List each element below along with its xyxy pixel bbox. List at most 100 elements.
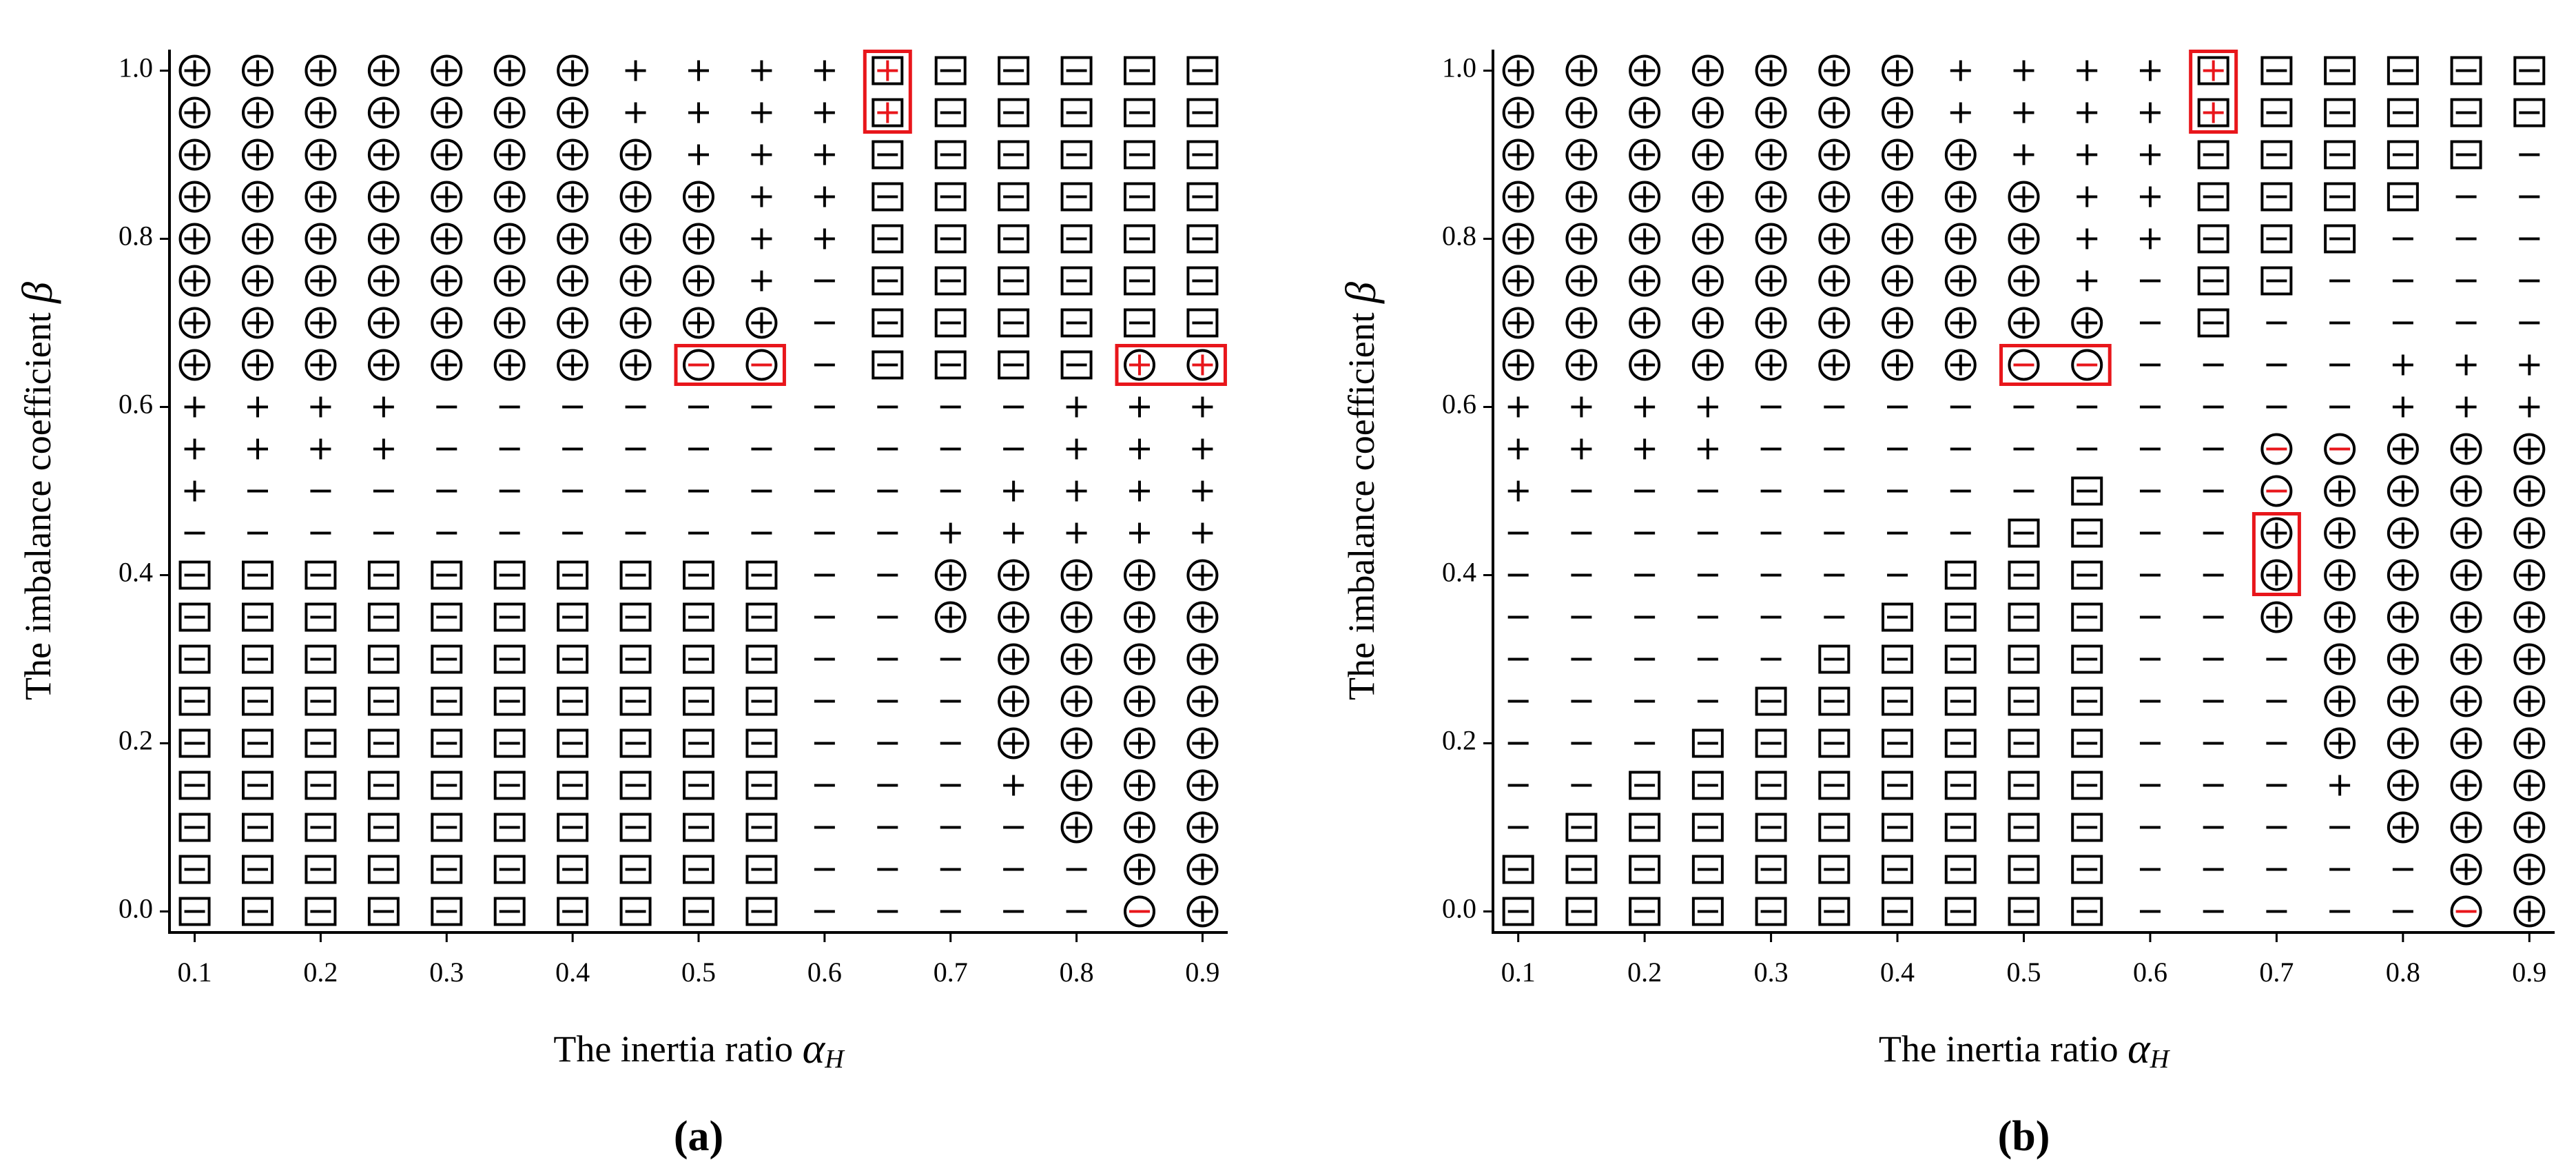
circle: [2513, 601, 2546, 633]
circle: [1629, 181, 1661, 213]
cell-symbol: [1691, 223, 1724, 255]
cell-symbol: [2008, 518, 2040, 548]
box: [872, 98, 904, 127]
circle: [1944, 181, 1977, 213]
cell-symbol: [2392, 354, 2413, 376]
box: [1186, 308, 1219, 338]
cell-symbol: [242, 223, 274, 255]
box: [178, 644, 211, 674]
circle: [1882, 54, 1914, 87]
cell-symbol: [2513, 56, 2546, 85]
cell-symbol: [247, 438, 268, 460]
box: [1882, 855, 1914, 884]
box: [367, 855, 400, 884]
cell-symbol: [2139, 102, 2161, 123]
cell-symbol: [1502, 223, 1534, 255]
cell-symbol: [751, 186, 772, 207]
cell-symbol: [934, 140, 967, 170]
box: [1565, 897, 1598, 926]
circle: [178, 96, 211, 129]
circle: [2513, 685, 2546, 717]
circle: [1565, 223, 1598, 255]
cell-symbol: [1124, 224, 1155, 254]
box: [1882, 686, 1914, 716]
cell-symbol: [1944, 602, 1977, 632]
cell-symbol: [1818, 96, 1851, 129]
circle: [1060, 643, 1093, 675]
cell-symbol: [2013, 102, 2034, 123]
cell-symbol: [1565, 96, 1598, 129]
box: [2071, 771, 2103, 800]
box: [493, 728, 526, 758]
box: [1882, 602, 1914, 632]
cell-symbol: [1186, 224, 1219, 254]
cell-symbol: [2455, 354, 2477, 376]
box: [2197, 308, 2229, 338]
cell-symbol: [745, 307, 778, 339]
cell-symbol: [493, 855, 526, 884]
box: [1882, 813, 1914, 842]
cell-symbol: [1818, 181, 1851, 213]
cell-symbol: [1124, 811, 1155, 844]
circle: [1629, 96, 1661, 129]
cell-symbol: [2387, 685, 2419, 717]
box: [1944, 855, 1977, 884]
cell-symbol: [305, 349, 337, 381]
cell-symbol: [1944, 771, 1977, 800]
cell-symbol: [2519, 396, 2540, 418]
cell-symbol: [493, 349, 526, 381]
cell-symbol: [619, 349, 652, 381]
cell-symbol: [934, 182, 967, 212]
circle: [2513, 727, 2546, 759]
circle: [1691, 181, 1724, 213]
box: [367, 728, 400, 758]
cell-symbol: [2013, 144, 2034, 165]
cell-symbol: [619, 307, 652, 339]
circle: [2450, 769, 2482, 802]
circle: [1502, 265, 1534, 297]
cell-symbol: [242, 560, 274, 590]
circle: [619, 181, 652, 213]
cell-symbol: [1060, 727, 1093, 759]
cell-symbol: [1571, 438, 1592, 460]
cell-symbol: [1818, 813, 1851, 842]
cell-symbol: [745, 644, 778, 674]
cell-symbol: [1060, 685, 1093, 717]
x-axis-label-symbol: α: [803, 1026, 826, 1072]
cell-symbol: [683, 644, 714, 674]
box: [1060, 224, 1093, 254]
circle: [493, 181, 526, 213]
cell-symbol: [2513, 559, 2546, 591]
x-tick-label: 0.2: [1627, 957, 1662, 988]
circle: [242, 349, 274, 381]
cell-symbol: [1565, 813, 1598, 842]
box: [1186, 140, 1219, 170]
cell-symbol: [1755, 349, 1787, 381]
cell-symbol: [557, 686, 589, 716]
circle: [178, 181, 211, 213]
box: [1755, 813, 1787, 842]
box: [305, 560, 337, 590]
cell-symbol: [1691, 54, 1724, 87]
cell-symbol: [619, 813, 652, 842]
circle: [493, 54, 526, 87]
box: [872, 350, 904, 380]
cell-symbol: [2513, 98, 2546, 127]
circle: [1124, 349, 1155, 381]
box: [557, 897, 589, 926]
cell-symbol: [683, 307, 714, 339]
cell-symbol: [178, 813, 211, 842]
box: [1186, 182, 1219, 212]
cell-symbol: [2324, 98, 2356, 127]
cell-symbol: [242, 602, 274, 632]
cell-symbol: [814, 228, 835, 249]
cell-symbol: [619, 728, 652, 758]
panel: 0.0 0.2 0.4 0.6 0.8 1.0 0.1 0.2 0.3 0.4 0.5 0.6 0.7 0…: [14, 50, 1228, 1160]
circle: [305, 96, 337, 129]
circle: [431, 223, 463, 255]
box: [2008, 813, 2040, 842]
cell-symbol: [1755, 96, 1787, 129]
circle: [1944, 139, 1977, 171]
circle: [493, 307, 526, 339]
box: [2450, 56, 2482, 85]
